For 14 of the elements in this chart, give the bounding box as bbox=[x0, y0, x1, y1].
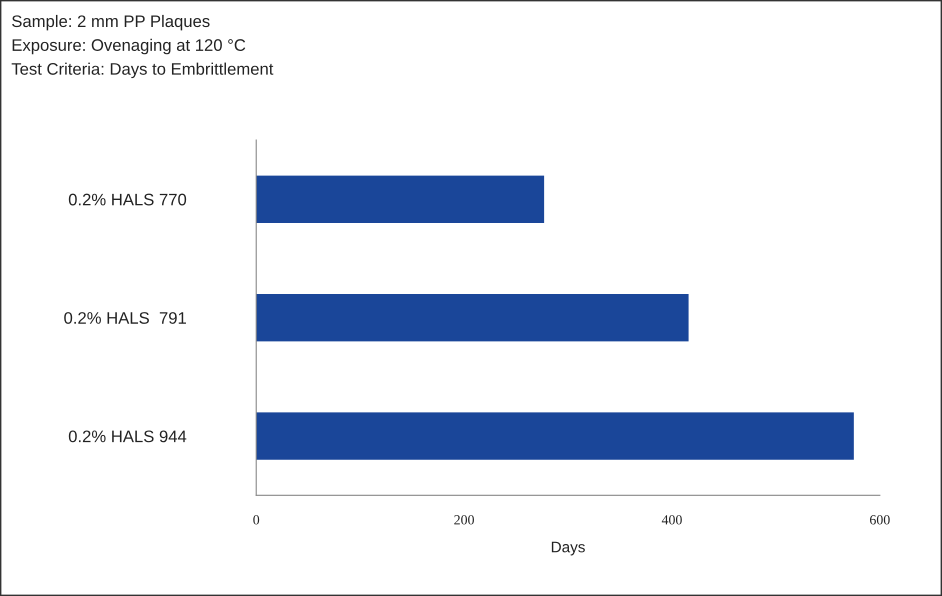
x-axis-title: Days bbox=[552, 542, 585, 556]
y-tick-label: 0.2% HALS 770 bbox=[68, 194, 186, 206]
y-tick-label: 0.2% HALS 944 bbox=[68, 430, 186, 442]
y-tick-label: 0.2% HALS 791 bbox=[64, 312, 186, 324]
bar bbox=[256, 176, 544, 223]
bar bbox=[256, 294, 689, 342]
text: Test Criteria: Days to Embrittlement bbox=[12, 62, 274, 78]
text: Exposure: Ovenaging at 120 °C bbox=[12, 38, 246, 54]
text: Sample: 2 mm PP Plaques bbox=[12, 14, 210, 30]
x-tick-label: 200 bbox=[454, 515, 474, 524]
x-tick-label: 600 bbox=[870, 515, 890, 524]
x-tick-label: 400 bbox=[662, 515, 682, 524]
x-tick-label: 0 bbox=[253, 515, 260, 524]
bar bbox=[256, 412, 854, 460]
